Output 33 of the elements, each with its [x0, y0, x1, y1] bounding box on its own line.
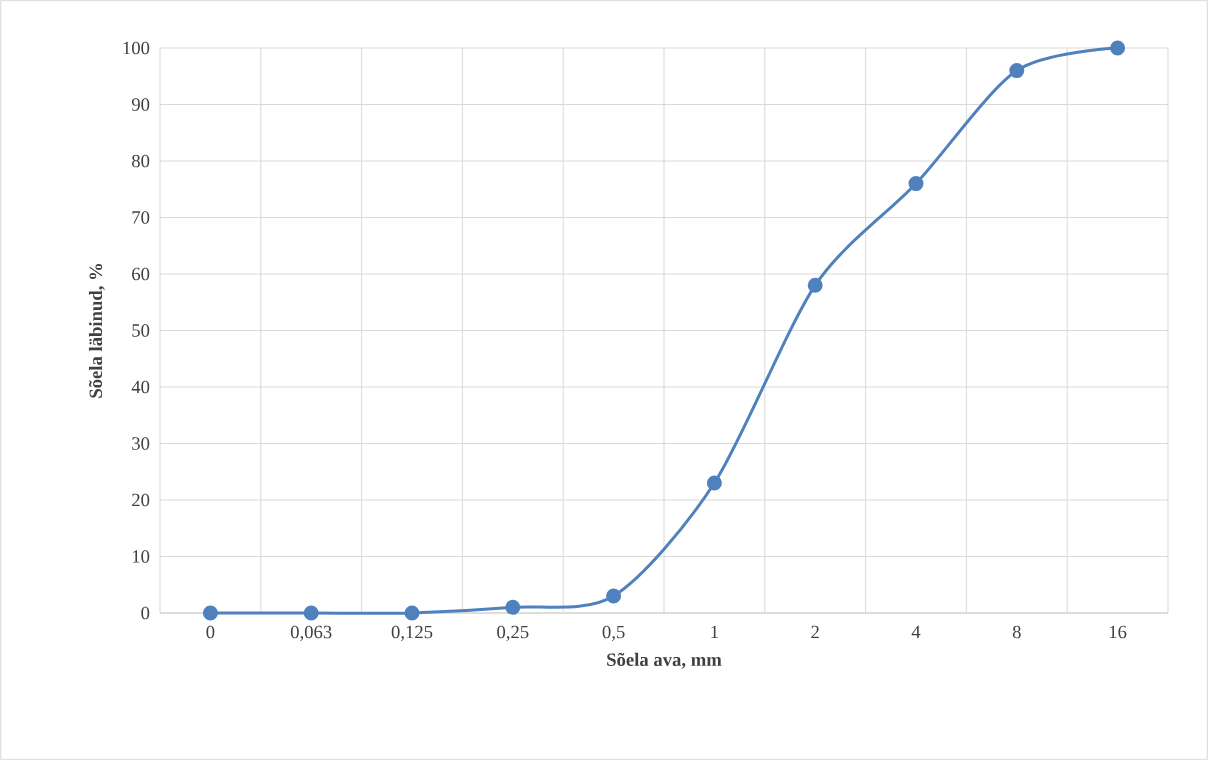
point: [606, 588, 622, 604]
y-tick-label: 50: [132, 324, 150, 337]
point: [1009, 63, 1025, 79]
x-tick-label: 0,5: [602, 625, 625, 641]
x-tick-label: 0,125: [391, 625, 433, 641]
y-tick-label: 10: [132, 550, 150, 563]
point: [1110, 40, 1126, 56]
y-axis-title: Sõela läbinud, %: [88, 264, 105, 398]
x-tick-label: 1: [711, 625, 718, 639]
x-tick-label: 16: [1109, 625, 1127, 639]
x-axis-title: Sõela ava, mm: [607, 652, 722, 669]
x-tick-label: 0,25: [497, 625, 529, 641]
point: [202, 605, 218, 621]
point: [404, 605, 420, 621]
y-tick-label: 30: [132, 437, 150, 450]
x-tick-label: 0: [206, 625, 215, 639]
x-tick-label: 8: [1012, 625, 1021, 639]
point: [908, 176, 924, 192]
point: [807, 277, 823, 293]
y-tick-label: 40: [131, 380, 150, 394]
point: [706, 475, 722, 491]
y-tick-label: 20: [132, 493, 150, 507]
y-tick-label: 70: [132, 211, 150, 224]
x-tick-label: 2: [811, 625, 819, 639]
point: [505, 599, 521, 615]
x-tick-label: 4: [911, 625, 921, 638]
y-tick-label: 60: [132, 267, 150, 281]
x-tick-label: 0,063: [290, 625, 332, 641]
y-tick-label: 100: [123, 41, 150, 55]
y-tick-label: 0: [141, 606, 150, 620]
point: [303, 605, 319, 621]
y-tick-label: 90: [131, 98, 150, 111]
y-tick-label: 80: [132, 154, 150, 168]
